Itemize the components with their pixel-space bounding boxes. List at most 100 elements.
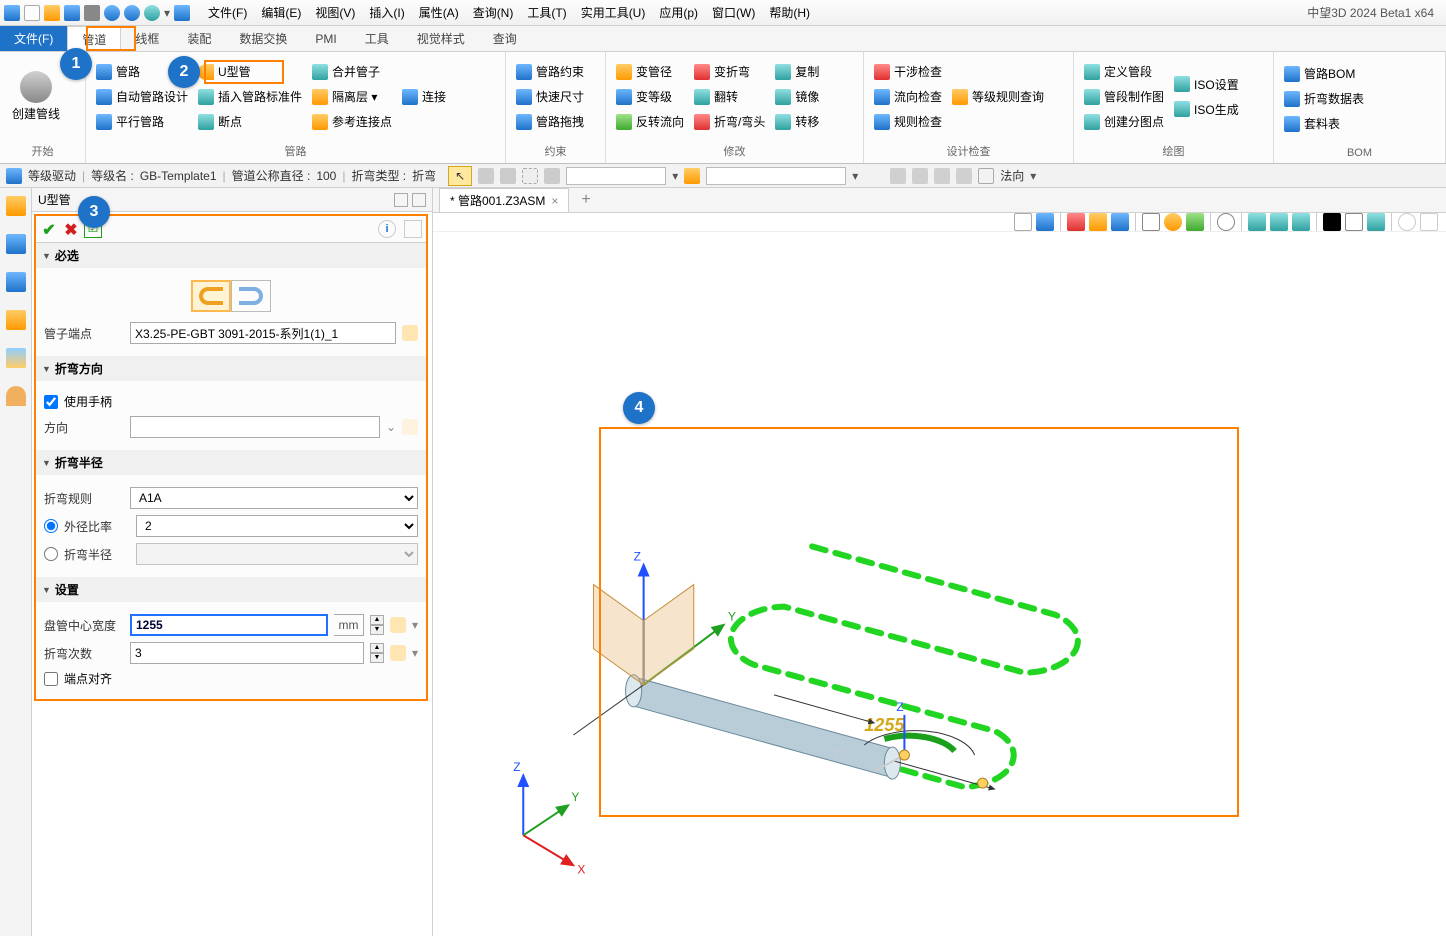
count-input[interactable] [130,642,364,664]
pick-icon[interactable] [402,419,418,435]
select-cursor-icon[interactable]: ↖ [448,166,472,186]
tab-tools[interactable]: 工具 [351,26,403,51]
insert-std-part-button[interactable]: 插入管路标准件 [194,86,306,107]
menu-query[interactable]: 查询(N) [467,1,520,24]
undo-icon[interactable] [104,5,120,21]
count-spinner[interactable]: ▲▼ [370,643,384,663]
segment-drawing-button[interactable]: 管段制作图 [1080,86,1168,107]
flow-check-button[interactable]: 流向检查 [870,86,946,107]
pick-icon[interactable] [402,325,418,341]
iso-settings-button[interactable]: ISO设置 [1170,74,1243,95]
change-class-button[interactable]: 变等级 [612,86,688,107]
dropdown-icon[interactable]: ▾ [412,618,418,632]
vt-icon[interactable] [1014,213,1032,231]
interference-button[interactable]: 干涉检查 [870,61,946,82]
direction-input[interactable] [130,416,380,438]
tab-assembly[interactable]: 装配 [173,26,225,51]
rule-check-button[interactable]: 规则检查 [870,111,946,132]
tool-icon[interactable] [956,168,972,184]
section-settings[interactable]: 设置 [36,577,426,602]
vt-icon[interactable] [1111,213,1129,231]
tool-icon[interactable] [684,168,700,184]
vt-icon[interactable] [1292,213,1310,231]
parallel-route-button[interactable]: 平行管路 [92,111,192,132]
bend-data-button[interactable]: 折弯数据表 [1280,88,1368,109]
tab-pmi[interactable]: PMI [301,26,350,51]
document-tab[interactable]: * 管路001.Z3ASM × [439,188,569,212]
ratio-radio[interactable] [44,519,58,533]
pipe-end-input[interactable] [130,322,396,344]
search-input[interactable] [706,167,846,185]
vt-icon[interactable] [1248,213,1266,231]
flip-button[interactable]: 翻转 [690,86,769,107]
menu-tools[interactable]: 工具(T) [521,1,572,24]
refresh-icon[interactable] [144,5,160,21]
change-bend-button[interactable]: 变折弯 [690,61,769,82]
left-icon-1[interactable] [6,196,26,216]
tool-icon[interactable] [978,168,994,184]
merge-pipe-button[interactable]: 合并管子 [308,61,396,82]
vt-icon[interactable] [1217,213,1235,231]
vt-icon[interactable] [1186,213,1204,231]
radius-radio[interactable] [44,547,58,561]
auto-route-button[interactable]: 自动管路设计 [92,86,192,107]
ref-connect-button[interactable]: 参考连接点 [308,111,396,132]
create-split-button[interactable]: 创建分图点 [1080,111,1168,132]
move-button[interactable]: 转移 [771,111,823,132]
open-icon[interactable] [44,5,60,21]
back-icon[interactable] [174,5,190,21]
expand-icon[interactable]: ⌄ [386,420,396,434]
tab-file[interactable]: 文件(F) [0,26,67,51]
tool-icon[interactable] [500,168,516,184]
pick-icon[interactable] [390,617,406,633]
u-left-option[interactable] [191,280,231,312]
vt-icon[interactable] [1142,213,1160,231]
vt-icon[interactable] [1089,213,1107,231]
pipe-constraint-button[interactable]: 管路约束 [512,61,588,82]
menu-attr[interactable]: 属性(A) [413,1,465,24]
menu-help[interactable]: 帮助(H) [763,1,816,24]
filter-icon[interactable] [544,168,560,184]
vt-icon[interactable] [1345,213,1363,231]
qat-dropdown-icon[interactable]: ▾ [164,6,170,20]
section-radius[interactable]: 折弯半径 [36,450,426,475]
vt-icon[interactable] [1067,213,1085,231]
tab-visual[interactable]: 视觉样式 [403,26,479,51]
bend-rule-select[interactable]: A1A [130,487,418,509]
change-dia-button[interactable]: 变管径 [612,61,688,82]
menu-edit[interactable]: 编辑(E) [255,1,307,24]
nesting-button[interactable]: 套料表 [1280,113,1368,134]
left-icon-4[interactable] [6,310,26,330]
redo-icon[interactable] [124,5,140,21]
radius-select[interactable] [136,543,418,565]
use-handle-checkbox[interactable] [44,395,58,409]
iso-generate-button[interactable]: ISO生成 [1170,99,1243,120]
vt-icon[interactable] [1164,213,1182,231]
section-direction[interactable]: 折弯方向 [36,356,426,381]
tab-query[interactable]: 查询 [479,26,531,51]
pipe-bom-button[interactable]: 管路BOM [1280,63,1368,84]
section-required[interactable]: 必选 [36,243,426,268]
ok-button[interactable]: ✔ [40,220,58,238]
ratio-select[interactable]: 2 [136,515,418,537]
width-input[interactable] [130,614,328,636]
isolate-layer-button[interactable]: 隔离层 ▾ [308,86,396,107]
create-pipeline-button[interactable]: 创建管线 [6,56,66,137]
cancel-button[interactable]: ✖ [62,220,80,238]
panel-min-icon[interactable] [394,193,408,207]
left-icon-5[interactable] [6,348,26,368]
pick-icon[interactable] [390,645,406,661]
tool-icon[interactable] [890,168,906,184]
vt-icon[interactable] [1420,213,1438,231]
width-spinner[interactable]: ▲▼ [370,615,384,635]
menu-view[interactable]: 视图(V) [309,1,361,24]
canvas[interactable]: 4 Z [433,232,1446,937]
print-icon[interactable] [84,5,100,21]
vt-icon[interactable] [1270,213,1288,231]
left-icon-2[interactable] [6,234,26,254]
vt-icon[interactable] [1323,213,1341,231]
u-pipe-button[interactable]: U型管 [194,61,306,82]
vt-icon[interactable] [1367,213,1385,231]
class-rule-query-button[interactable]: 等级规则查询 [948,86,1048,107]
vt-icon[interactable] [1036,213,1054,231]
